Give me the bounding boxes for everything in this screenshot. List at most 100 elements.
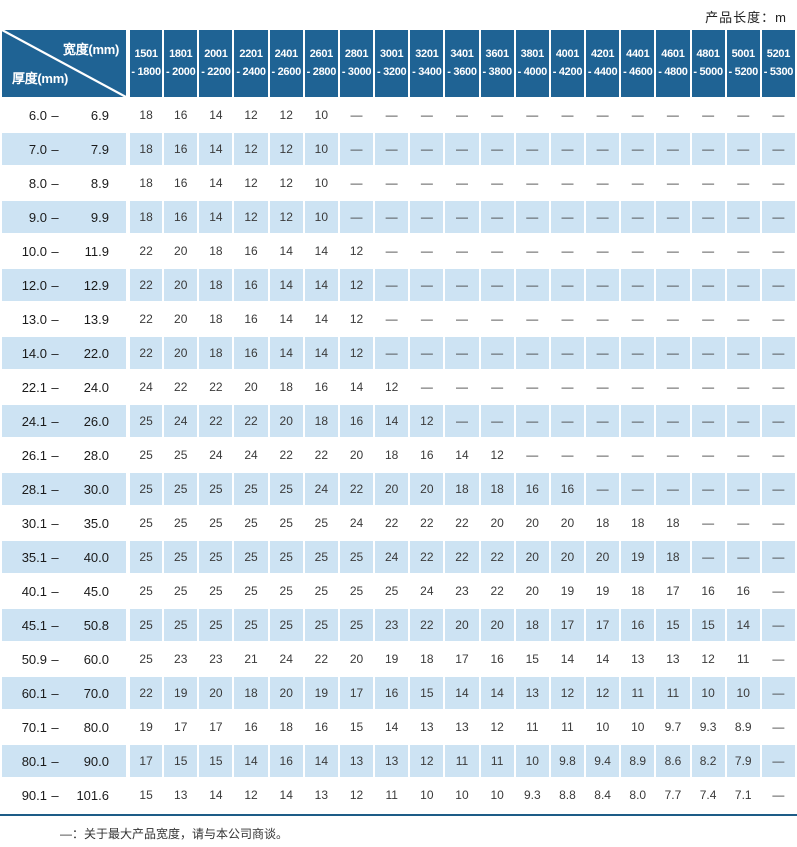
no-product-dash-cell: — [619,437,657,473]
length-value-cell: 12 [337,335,376,371]
no-product-dash-cell: — [724,233,762,269]
table-row: 13.0–13.9 22 20 18 16 14 14 12— — — — — — — — — — — — [0,301,797,337]
width-range-line2: - 2800 [306,65,337,78]
length-value-cell: 14 [478,675,516,711]
table-row: 50.9–60.0 25 23 23 21 24 22 20 19 18 17 16 15 14 14 13 1… [0,641,797,677]
width-range-header: 3001 - 3200 [373,28,411,99]
no-product-dash-cell: — [759,131,797,167]
no-product-dash-cell: — [619,97,657,133]
length-value-cell: 22 [408,539,446,575]
no-product-dash-cell: — [548,369,587,405]
no-product-dash-cell: — [724,165,762,201]
length-value-cell: 25 [373,573,411,609]
length-value-cell: 18 [126,165,165,201]
range-dash: – [51,719,59,735]
width-range-line1: 2201 [239,48,263,61]
length-value-cell: 19 [619,539,657,575]
no-product-dash-cell: — [619,369,657,405]
no-product-dash-cell: — [759,471,797,507]
thickness-min: 24.1 [21,413,47,429]
length-value-cell: 17 [197,709,235,745]
no-product-dash-cell: — [724,335,762,371]
length-value-cell: 10 [689,675,727,711]
no-product-dash-cell: — [724,539,762,575]
thickness-min: 70.1 [21,719,47,735]
length-value-cell: 8.6 [654,743,692,779]
no-product-dash-cell: — [584,165,622,201]
no-product-dash-cell: — [513,267,551,303]
thickness-max: 12.9 [83,277,109,293]
length-value-cell: 12 [408,403,446,439]
no-product-dash-cell: — [548,199,587,235]
length-value-cell: 9.3 [689,709,727,745]
length-value-cell: 22 [126,301,165,337]
thickness-min: 26.1 [21,447,47,463]
length-value-cell: 22 [302,437,340,473]
length-value-cell: 14 [373,709,411,745]
no-product-dash-cell: — [759,199,797,235]
width-range-header: 5001 - 5200 [724,28,762,99]
length-value-cell: 25 [162,607,200,643]
length-value-cell: 25 [162,539,200,575]
length-value-cell: 20 [584,539,622,575]
width-range-line2: - 4000 [517,65,548,78]
range-dash: – [51,481,59,497]
no-product-dash-cell: — [759,539,797,575]
length-value-cell: 25 [337,539,376,575]
length-value-cell: 25 [197,471,235,507]
length-value-cell: 25 [126,505,165,541]
length-value-cell: 22 [126,335,165,371]
length-value-cell: 12 [232,777,270,813]
length-value-cell: 9.3 [513,777,551,813]
table-row: 7.0–7.9 18 16 14 12 12 10— — — — — — — — — — — — — [0,131,797,167]
no-product-dash-cell: — [584,437,622,473]
length-value-cell: 18 [619,573,657,609]
length-value-cell: 18 [197,335,235,371]
length-value-cell: 24 [302,471,340,507]
length-value-cell: 22 [443,539,481,575]
length-value-cell: 15 [337,709,376,745]
length-value-cell: 14 [267,777,305,813]
length-value-cell: 14 [724,607,762,643]
no-product-dash-cell: — [619,301,657,337]
table-row: 22.1–24.0 24 22 22 20 18 16 14 12— — — — — — — — — — — [0,369,797,405]
length-value-cell: 22 [302,641,340,677]
length-value-cell: 20 [373,471,411,507]
no-product-dash-cell: — [689,131,727,167]
no-product-dash-cell: — [548,267,587,303]
length-value-cell: 12 [267,165,305,201]
table-row: 14.0–22.0 22 20 18 16 14 14 12— — — — — — — — — — — — [0,335,797,371]
length-value-cell: 10 [302,165,340,201]
length-value-cell: 25 [267,539,305,575]
thickness-axis-label: 厚度(mm) [12,70,68,86]
length-value-cell: 25 [162,471,200,507]
no-product-dash-cell: — [759,573,797,609]
length-value-cell: 18 [302,403,340,439]
no-product-dash-cell: — [759,709,797,745]
length-value-cell: 22 [267,437,305,473]
length-value-cell: 18 [513,607,551,643]
length-value-cell: 20 [162,335,200,371]
length-value-cell: 12 [478,709,516,745]
length-value-cell: 20 [408,471,446,507]
length-value-cell: 21 [232,641,270,677]
width-range-header: 2601 - 2800 [302,28,340,99]
range-dash: – [51,141,59,157]
no-product-dash-cell: — [478,199,516,235]
length-value-cell: 20 [478,505,516,541]
length-value-cell: 14 [584,641,622,677]
no-product-dash-cell: — [373,165,411,201]
length-value-cell: 14 [267,233,305,269]
length-value-cell: 13 [408,709,446,745]
no-product-dash-cell: — [654,131,692,167]
length-value-cell: 20 [443,607,481,643]
no-product-dash-cell: — [724,131,762,167]
width-range-header: 4201 - 4400 [584,28,622,99]
no-product-dash-cell: — [408,199,446,235]
length-value-cell: 12 [548,675,587,711]
no-product-dash-cell: — [478,233,516,269]
length-value-cell: 14 [337,369,376,405]
thickness-range-cell: 50.9– 60.0 [0,641,130,677]
no-product-dash-cell: — [689,471,727,507]
length-value-cell: 16 [302,709,340,745]
